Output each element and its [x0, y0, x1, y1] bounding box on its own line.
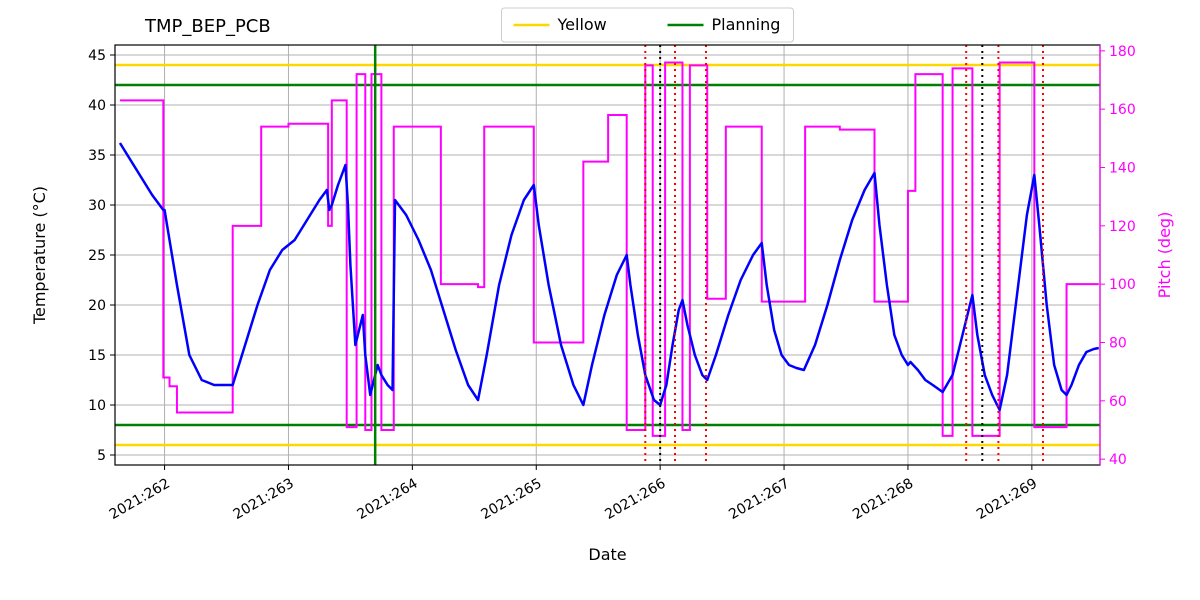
- chart-figure: 2021:2622021:2632021:2642021:2652021:266…: [0, 0, 1200, 600]
- y2-tick-label: 120: [1109, 219, 1136, 235]
- x-axis-label: Date: [588, 545, 626, 564]
- y1-tick-label: 45: [88, 48, 106, 64]
- y2-tick-label: 80: [1109, 336, 1127, 352]
- y1-tick-label: 25: [88, 248, 106, 264]
- y2-tick-label: 140: [1109, 161, 1136, 177]
- y2-tick-label: 40: [1109, 452, 1127, 468]
- y2-tick-label: 180: [1109, 44, 1136, 60]
- legend-label: Yellow: [557, 15, 607, 34]
- y2-tick-label: 60: [1109, 394, 1127, 410]
- chart-title: TMP_BEP_PCB: [144, 16, 271, 37]
- y1-tick-label: 30: [88, 198, 106, 214]
- y2-axis-label: Pitch (deg): [1155, 212, 1174, 299]
- y1-tick-label: 35: [88, 148, 106, 164]
- chart-svg: 2021:2622021:2632021:2642021:2652021:266…: [0, 0, 1200, 600]
- y2-tick-label: 100: [1109, 277, 1136, 293]
- y1-tick-label: 5: [97, 448, 106, 464]
- y1-tick-label: 20: [88, 298, 106, 314]
- y1-axis-label: Temperature (°C): [30, 186, 49, 325]
- legend-label: Planning: [712, 15, 781, 34]
- y1-tick-label: 10: [88, 398, 106, 414]
- y2-tick-label: 160: [1109, 102, 1136, 118]
- y1-tick-label: 15: [88, 348, 106, 364]
- y1-tick-label: 40: [88, 98, 106, 114]
